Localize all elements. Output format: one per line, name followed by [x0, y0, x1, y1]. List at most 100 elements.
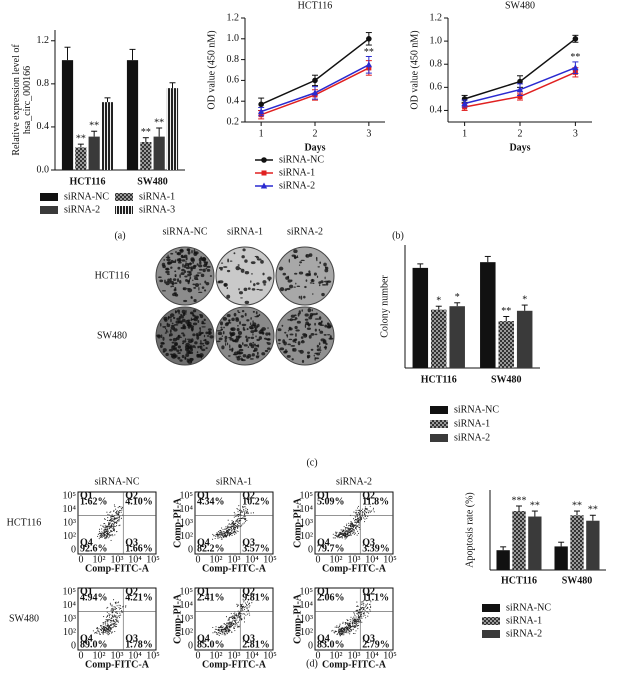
y-tick-label: 0.2: [227, 116, 240, 127]
event-dot: [349, 618, 351, 621]
event-dot: [344, 532, 347, 534]
event-dot: [214, 628, 216, 630]
event-dot: [109, 621, 111, 623]
event-dot: [113, 614, 115, 616]
event-dot: [222, 534, 224, 536]
event-dot: [337, 626, 339, 628]
event-dot: [338, 537, 341, 539]
event-dot: [104, 531, 107, 533]
event-dot: [227, 525, 229, 527]
colony-spot: [312, 282, 315, 285]
event-dot: [367, 510, 369, 512]
colony-spot: [222, 331, 225, 335]
event-dot: [233, 516, 235, 518]
colony-spot: [318, 328, 321, 332]
colony-spot: [320, 321, 323, 323]
event-dot: [365, 605, 367, 607]
quadrant-label: 11.8%: [362, 496, 389, 507]
colony-spot: [194, 341, 198, 345]
event-dot: [114, 625, 116, 627]
event-dot: [111, 524, 113, 526]
colony-spot: [284, 331, 287, 334]
colony-spot: [316, 344, 319, 348]
event-dot: [353, 518, 355, 520]
colony-spot: [179, 359, 183, 362]
colony-spot: [314, 357, 316, 361]
event-dot: [342, 622, 344, 625]
quadrant-label: 2.81%: [242, 639, 269, 650]
event-dot: [242, 517, 244, 520]
event-dot: [336, 630, 338, 632]
colony-spot: [176, 278, 180, 283]
colony-spot: [288, 258, 290, 263]
event-dot: [353, 616, 355, 618]
event-dot: [236, 615, 238, 618]
event-dot: [106, 631, 108, 633]
event-dot: [238, 522, 240, 524]
column-label: siRNA-2: [287, 226, 323, 237]
colony-spot: [184, 356, 187, 360]
event-dot: [218, 634, 220, 636]
event-dot: [334, 534, 336, 536]
event-dot: [230, 624, 232, 626]
colony-spot: [229, 337, 234, 341]
colony-spot: [195, 315, 199, 319]
event-dot: [341, 626, 343, 629]
significance: **: [141, 127, 151, 138]
colony-spot: [179, 348, 183, 352]
colony-spot: [231, 348, 233, 353]
y-tick-label: 10⁵: [180, 586, 194, 597]
event-dot: [111, 615, 114, 617]
event-dot: [367, 599, 369, 602]
event-dot: [237, 604, 239, 606]
event-dot: [112, 515, 114, 517]
event-dot: [350, 531, 352, 533]
event-dot: [105, 626, 107, 629]
error-bar: [558, 541, 565, 547]
legend-label: siRNA-2: [64, 204, 100, 215]
y-tick-label: 0.4: [37, 121, 50, 132]
y-axis-label: Comp-PI-A: [292, 593, 303, 644]
event-dot: [341, 628, 343, 630]
colony-spot: [180, 314, 183, 317]
event-dot: [369, 609, 371, 611]
colony-spot: [203, 259, 206, 264]
colony-spot: [292, 347, 295, 352]
colony-spot: [175, 251, 177, 253]
event-dot: [353, 620, 355, 622]
colony-spot: [227, 355, 231, 357]
colony-spot: [326, 322, 330, 326]
event-dot: [359, 617, 361, 619]
event-dot: [122, 606, 124, 608]
colony-spot: [207, 328, 212, 331]
legend-label: siRNA-3: [139, 204, 175, 215]
legend-swatch: [430, 420, 448, 428]
colony-spot: [249, 327, 254, 330]
event-dot: [94, 632, 96, 634]
colony-spot: [240, 268, 245, 273]
colony-spot: [317, 266, 321, 268]
event-dot: [120, 607, 122, 610]
colony-spot: [287, 330, 290, 332]
event-dot: [113, 528, 115, 530]
event-dot: [113, 523, 115, 525]
event-dot: [116, 612, 118, 614]
event-dot: [243, 607, 245, 609]
event-dot: [369, 603, 371, 605]
event-dot: [226, 622, 228, 624]
x-tick-label: 10²: [330, 554, 343, 565]
event-dot: [338, 628, 340, 630]
quadrant-label: Q3: [125, 537, 138, 548]
colony-spot: [208, 330, 211, 335]
event-dot: [216, 532, 218, 534]
event-dot: [106, 537, 108, 539]
event-dot: [230, 523, 232, 526]
event-dot: [217, 534, 219, 536]
event-dot: [349, 534, 351, 536]
event-dot: [341, 531, 343, 533]
colony-spot: [296, 285, 301, 288]
event-dot: [118, 606, 120, 608]
event-dot: [235, 515, 237, 517]
event-dot: [238, 626, 240, 628]
colony-spot: [294, 341, 297, 344]
